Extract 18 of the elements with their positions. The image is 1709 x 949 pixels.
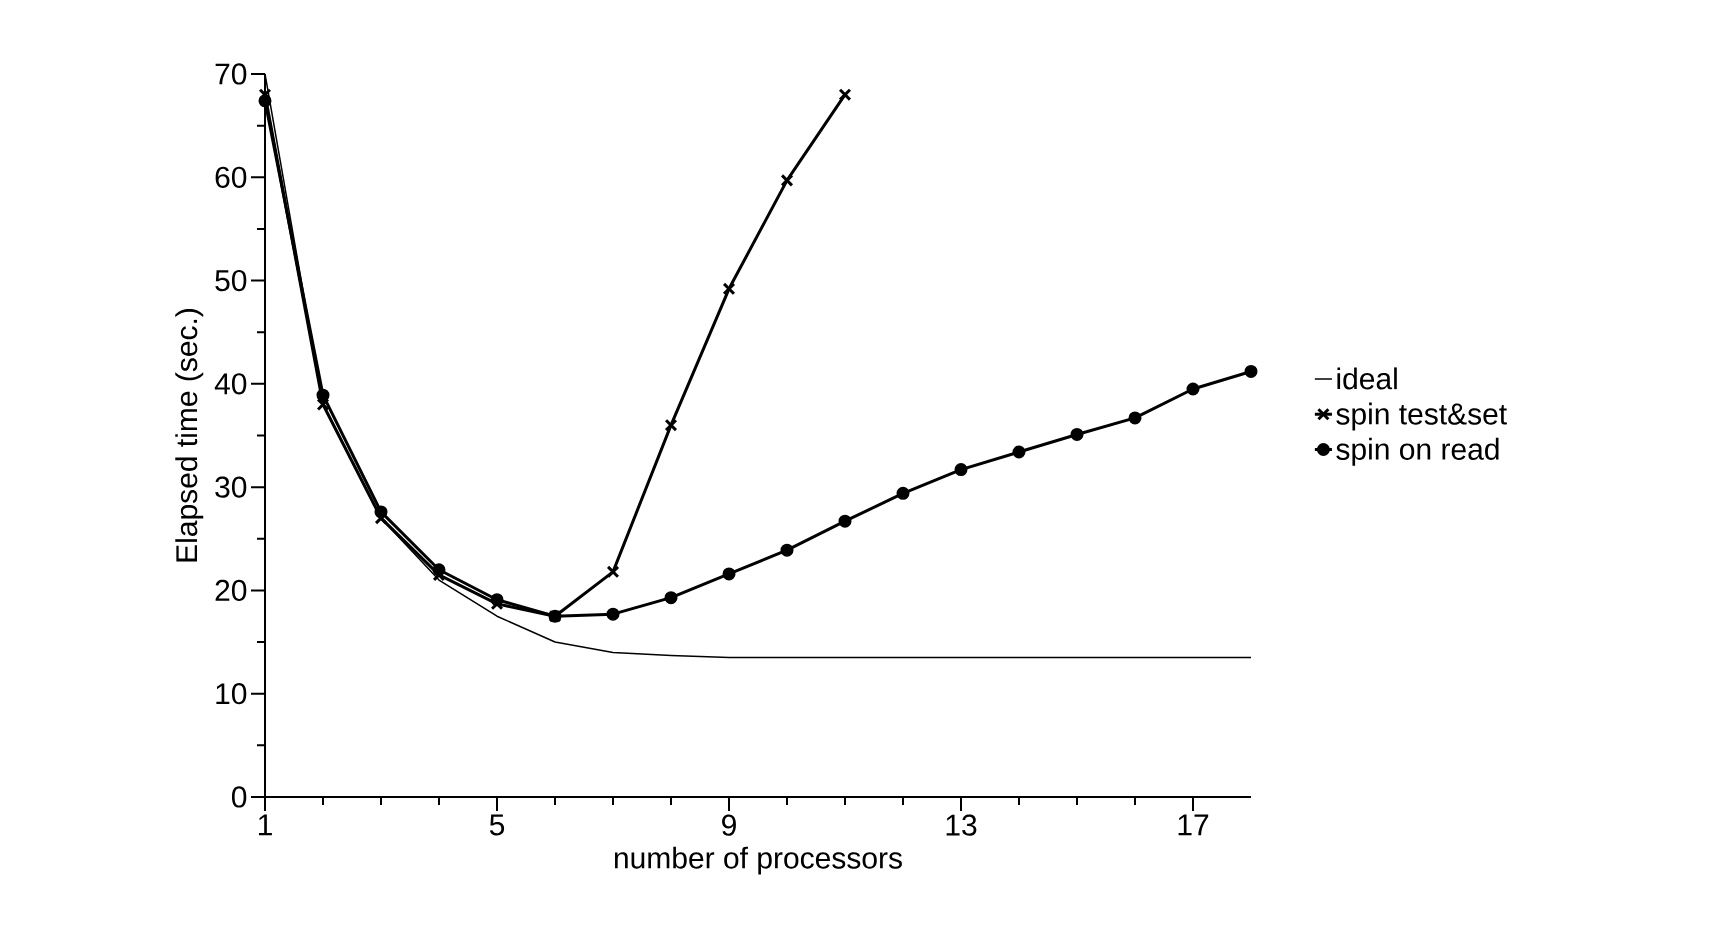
y-tick-label: 20 (215, 579, 247, 602)
x-tick-label: 1 (258, 814, 272, 836)
x-tick-label: 5 (489, 814, 505, 836)
y-tick-label: 0 (231, 786, 247, 808)
x-axis-title: number of processors (614, 846, 902, 875)
y-tick-label: 70 (215, 63, 247, 85)
legend-label: ideal (1337, 367, 1397, 390)
y-tick-label: 60 (215, 166, 247, 188)
x-tick-label: 9 (722, 814, 736, 836)
legend-label: spin test&set (1336, 402, 1507, 431)
x-tick-label: 17 (1178, 814, 1209, 836)
y-axis-title: Elapsed time (sec.) (175, 309, 204, 562)
y-tick-label: 30 (215, 476, 247, 498)
y-tick-label: 10 (216, 683, 247, 705)
y-tick-label: 40 (214, 373, 247, 395)
legend-label: spin on read (1336, 437, 1499, 466)
y-tick-label: 50 (215, 269, 247, 292)
x-tick-label: 13 (946, 814, 977, 836)
